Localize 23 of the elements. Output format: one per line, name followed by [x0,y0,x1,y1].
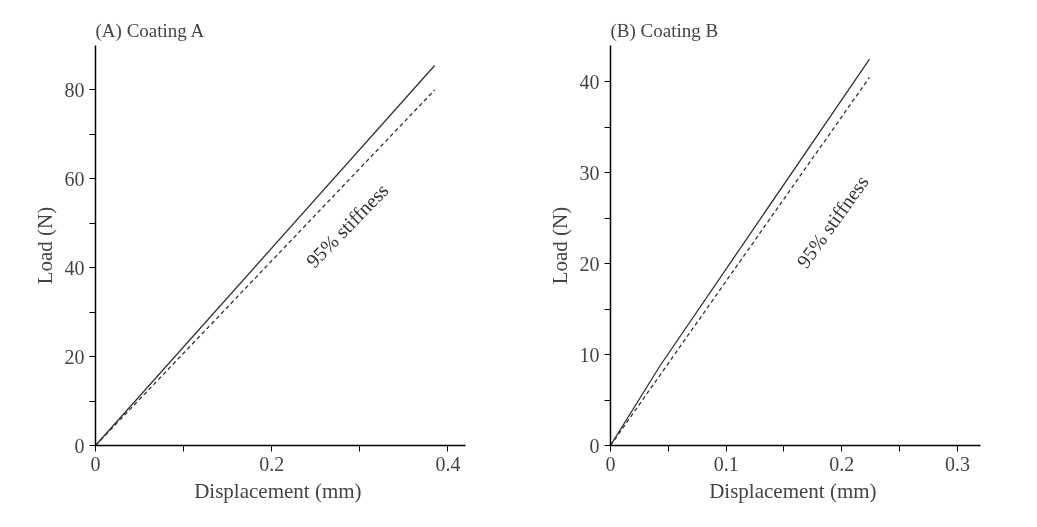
y-tick-label: 30 [579,161,600,184]
x-tick-label: 0.3 [944,452,970,475]
y-tick-label: 40 [579,70,600,93]
y-tick-label: 0 [589,434,600,457]
y-axis-title: Load (N) [547,206,572,285]
x-tick-label: 0.1 [713,452,739,475]
x-axis-title: Displacement (mm) [709,478,877,503]
chart-title: (B) Coating B [610,19,719,42]
chart-title: (A) Coating A [95,19,205,42]
y-axis-title: Load (N) [32,206,57,285]
y-tick-label: 0 [74,434,85,457]
x-tick-label: 0 [90,452,101,475]
y-tick-label: 80 [64,78,85,101]
y-tick-label: 10 [579,343,600,366]
y-tick-label: 20 [579,252,600,275]
y-tick-label: 20 [64,345,85,368]
x-tick-label: 0.2 [259,452,285,475]
x-axis-title: Displacement (mm) [194,478,362,503]
x-tick-label: 0.2 [829,452,855,475]
y-tick-label: 60 [64,167,85,190]
y-tick-label: 40 [64,256,85,279]
x-tick-label: 0 [605,452,616,475]
x-tick-label: 0.4 [435,452,461,475]
